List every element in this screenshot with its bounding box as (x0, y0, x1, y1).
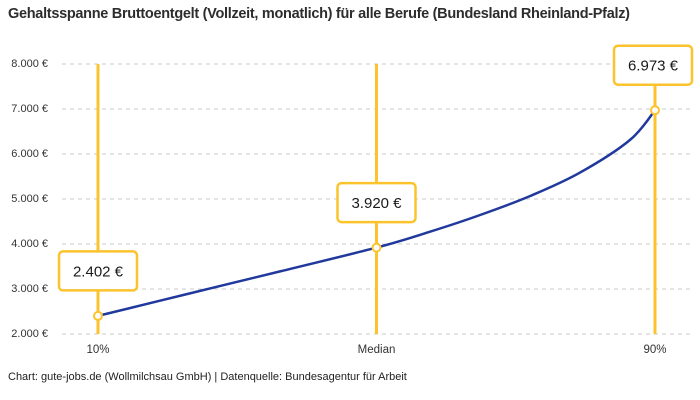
x-axis-tick-label: Median (358, 344, 396, 356)
y-axis-tick-label: 3.000 € (11, 283, 48, 295)
data-point-marker (93, 310, 103, 321)
x-axis-tick-label: 90% (643, 344, 666, 356)
y-axis-tick-label: 2.000 € (11, 328, 48, 340)
salary-curve (96, 108, 657, 318)
y-axis-tick-label: 8.000 € (11, 58, 48, 70)
curve (96, 108, 657, 318)
y-axis-tick-label: 6.000 € (11, 148, 48, 160)
value-label-box (57, 250, 139, 292)
value-boxes: 2.402 € 3.920 € 6.973 € (57, 44, 694, 292)
y-axis-tick-label: 5.000 € (11, 193, 48, 205)
value-label-box (336, 181, 417, 224)
data-point-marker (650, 105, 660, 116)
y-axis-tick-label: 4.000 € (11, 238, 48, 250)
value-label: 3.920 € (351, 195, 402, 212)
data-point-marker (371, 242, 382, 253)
chart-title: Gehaltsspanne Bruttoentgelt (Vollzeit, m… (8, 6, 630, 22)
value-label: 6.973 € (628, 58, 679, 75)
chart-footer-credit: Chart: gute-jobs.de (Wollmilchsau GmbH) … (8, 371, 407, 383)
y-axis-labels: 2.000 € 3.000 € 4.000 € 5.000 € 6.000 € 7.000… (11, 58, 48, 340)
value-label: 2.402 € (73, 263, 124, 280)
value-label-box (612, 44, 694, 86)
x-axis-labels: 10% Median 90% (86, 344, 666, 356)
markers (93, 105, 660, 321)
x-axis-tick-label: 10% (86, 344, 109, 356)
y-axis-tick-label: 7.000 € (11, 103, 48, 115)
